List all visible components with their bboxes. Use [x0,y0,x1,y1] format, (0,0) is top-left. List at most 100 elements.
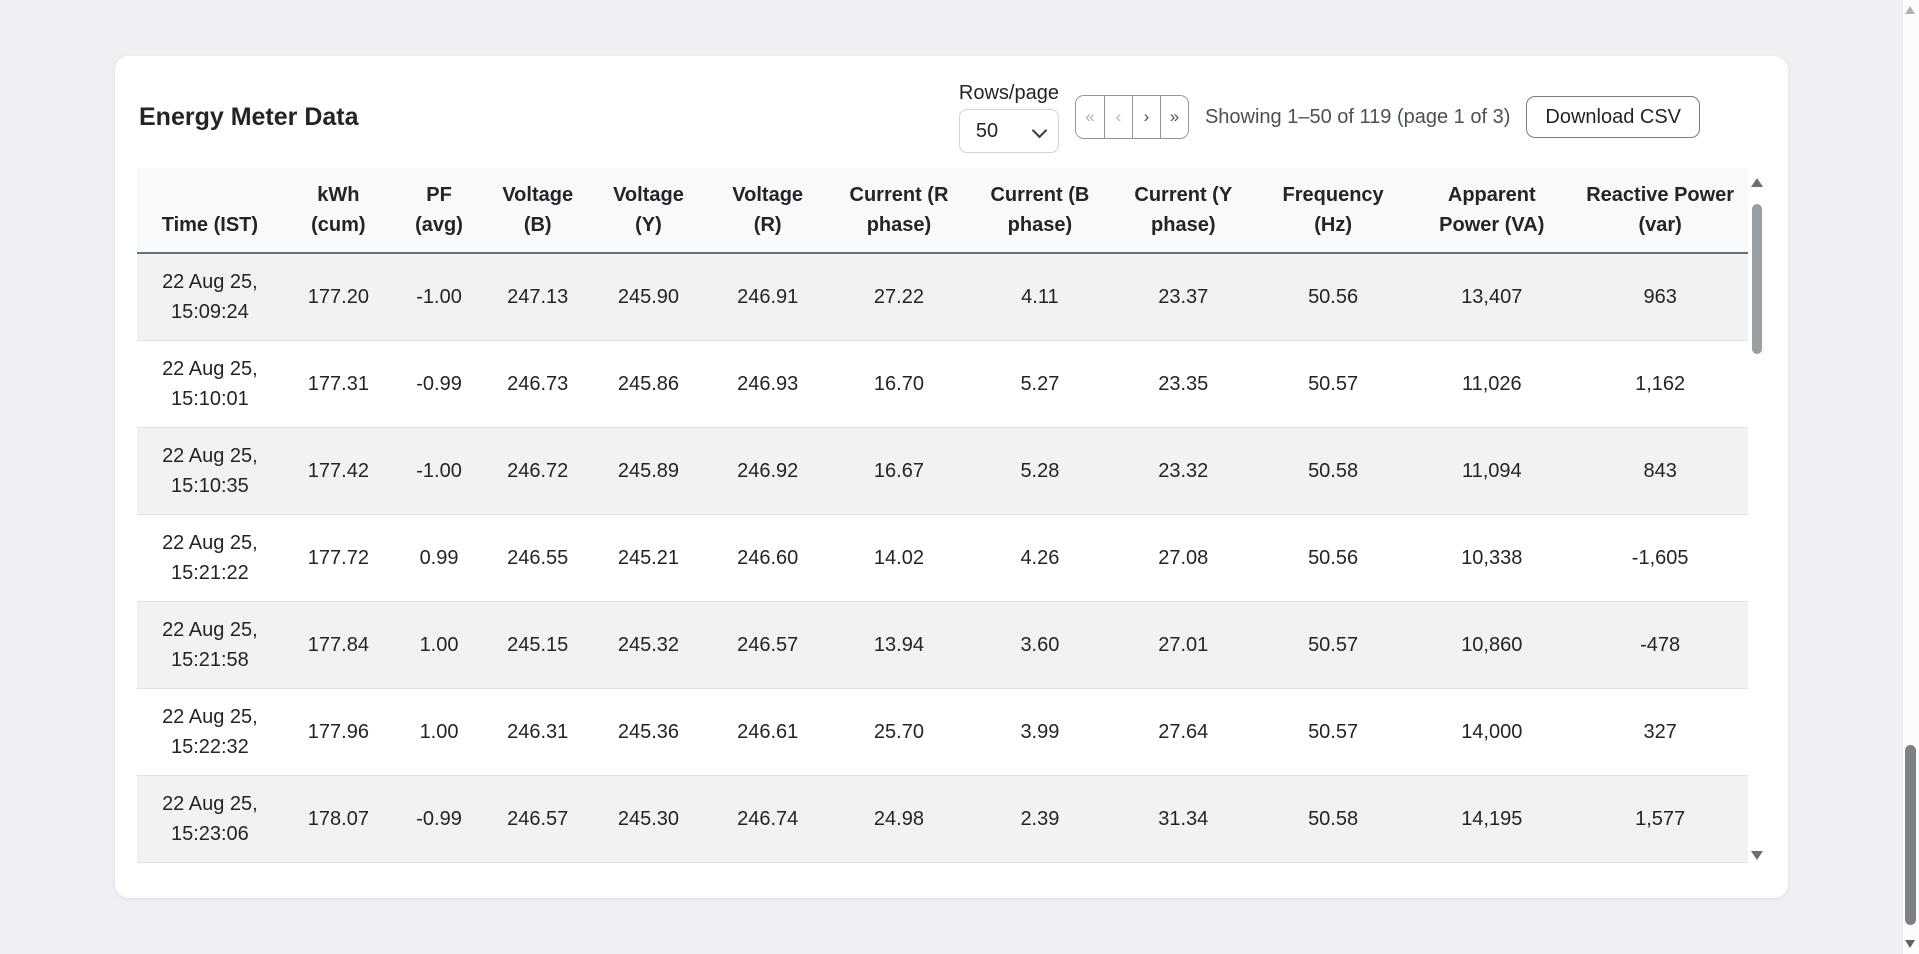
column-header: Frequency (Hz) [1254,168,1412,254]
table-row: 22 Aug 25, 15:21:58 177.84 1.00 245.15 245.3… [137,601,1748,689]
energy-meter-card: Energy Meter Data Rows/page 50 «‹ ›» Show… [115,56,1788,898]
cell: 13.94 [829,601,969,689]
first-page-button[interactable]: « [1075,96,1104,138]
cell: 246.91 [705,253,830,341]
cell: 245.36 [591,688,706,776]
cell: 5.28 [968,427,1112,515]
table-row: 22 Aug 25, 15:09:24 177.20 -1.00 247.13 245.… [137,253,1748,341]
pagination-group: «‹ ›» [1074,95,1189,139]
cell: 23.32 [1111,427,1255,515]
cell: 1.00 [393,688,485,776]
column-header: Current (R phase) [829,168,969,254]
cell: 16.70 [829,340,969,428]
cell: 5.27 [968,340,1112,428]
cell: 246.72 [484,427,592,515]
table-scrollbar-thumb[interactable] [1752,204,1762,354]
cell: 25.70 [829,688,969,776]
cell: 22 Aug 25, 15:23:06 [137,775,283,863]
cell: 3.99 [968,688,1112,776]
cell: 246.93 [705,340,830,428]
prev-page-button[interactable]: ‹ [1103,96,1132,138]
window-scrollbar[interactable] [1902,0,1919,954]
scroll-down-icon[interactable] [1751,851,1763,860]
cell: 16.67 [829,427,969,515]
cell: 14.02 [829,514,969,602]
cell: 246.57 [705,601,830,689]
cell: 27.64 [1111,688,1255,776]
window-scrollbar-thumb[interactable] [1905,745,1916,925]
cell: 10,338 [1411,514,1573,602]
cell: -1.00 [393,253,485,341]
column-header: Current (B phase) [968,168,1112,254]
rows-per-page-select-wrap: 50 [958,108,1059,153]
table-row: 22 Aug 25, 15:23:06 178.07 -0.99 246.57 245.… [137,775,1748,863]
cell: 245.32 [591,601,706,689]
cell: 246.61 [705,688,830,776]
column-header: Current (Y phase) [1111,168,1255,254]
cell: 2.39 [968,775,1112,863]
cell: 1.00 [393,601,485,689]
cell: 22 Aug 25, 15:09:24 [137,253,283,341]
column-header: Voltage (B) [484,168,592,254]
cell: 177.84 [282,601,394,689]
table-header-row: Time (IST) kWh (cum) PF (avg) Voltage (B) Vo… [137,168,1748,254]
cell: -0.99 [393,775,485,863]
last-page-button[interactable]: » [1159,96,1188,138]
cell: 50.57 [1254,601,1412,689]
cell: 27.01 [1111,601,1255,689]
cell: 50.57 [1254,340,1412,428]
table-row: 22 Aug 25, 15:10:01 177.31 -0.99 246.73 245.… [137,340,1748,428]
cell: 14,000 [1411,688,1573,776]
cell: -478 [1572,601,1748,689]
column-header: PF (avg) [393,168,485,254]
cell: 27.08 [1111,514,1255,602]
cell: 246.92 [705,427,830,515]
cell: 245.15 [484,601,592,689]
column-header: Apparent Power (VA) [1411,168,1573,254]
cell: 245.21 [591,514,706,602]
cell: 50.58 [1254,427,1412,515]
cell: 50.56 [1254,514,1412,602]
cell: 963 [1572,253,1748,341]
scroll-up-icon[interactable] [1751,178,1763,187]
cell: 14,195 [1411,775,1573,863]
next-page-button[interactable]: › [1131,96,1160,138]
scroll-up-icon[interactable] [1905,6,1915,14]
cell: -1,605 [1572,514,1748,602]
table-body: 22 Aug 25, 15:09:24 177.20 -1.00 247.13 245.… [137,253,1748,863]
download-csv-button[interactable]: Download CSV [1526,96,1700,138]
cell: 23.37 [1111,253,1255,341]
cell: 10,860 [1411,601,1573,689]
column-header: Voltage (Y) [591,168,706,254]
cell: 177.96 [282,688,394,776]
table-scroll-area[interactable]: Time (IST) kWh (cum) PF (avg) Voltage (B) Vo… [137,168,1764,868]
cell: 247.13 [484,253,592,341]
cell: 177.42 [282,427,394,515]
column-header: Reactive Power (var) [1572,168,1748,254]
rows-per-page-select[interactable]: 50 [958,108,1059,153]
cell: 246.60 [705,514,830,602]
table-scrollbar[interactable] [1750,172,1764,868]
energy-meter-table: Time (IST) kWh (cum) PF (avg) Voltage (B) Vo… [137,168,1748,863]
cell: 4.11 [968,253,1112,341]
cell: 31.34 [1111,775,1255,863]
table-row: 22 Aug 25, 15:21:22 177.72 0.99 246.55 245.2… [137,514,1748,602]
table-row: 22 Aug 25, 15:22:32 177.96 1.00 246.31 245.3… [137,688,1748,776]
cell: 177.31 [282,340,394,428]
cell: 3.60 [968,601,1112,689]
cell: 327 [1572,688,1748,776]
cell: 23.35 [1111,340,1255,428]
column-header: kWh (cum) [282,168,394,254]
page-title: Energy Meter Data [139,102,359,131]
cell: 246.73 [484,340,592,428]
cell: 11,094 [1411,427,1573,515]
cell: 22 Aug 25, 15:22:32 [137,688,283,776]
cell: 177.72 [282,514,394,602]
cell: 245.30 [591,775,706,863]
cell: 177.20 [282,253,394,341]
scroll-down-icon[interactable] [1905,940,1915,948]
showing-status: Showing 1–50 of 119 (page 1 of 3) [1204,105,1511,128]
cell: 27.22 [829,253,969,341]
column-header: Time (IST) [137,168,283,254]
